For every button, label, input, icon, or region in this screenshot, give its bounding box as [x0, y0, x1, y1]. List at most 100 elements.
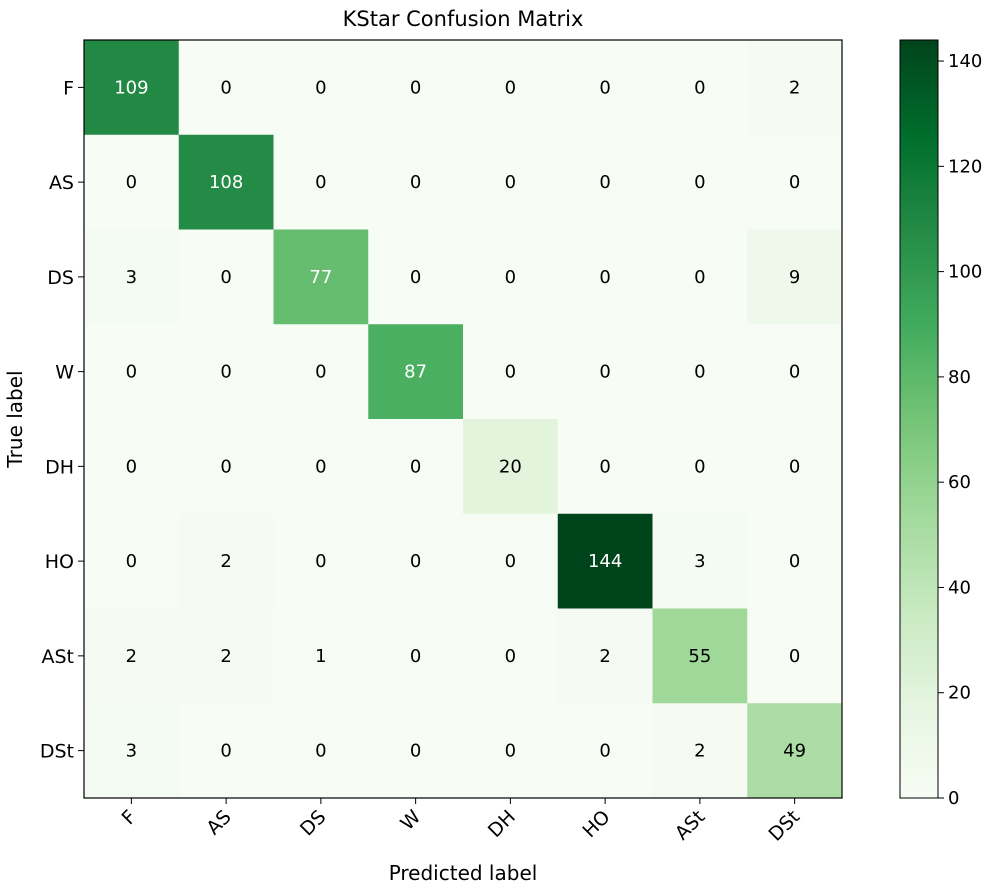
- cell-value: 0: [315, 741, 326, 762]
- heatmap-cell: [84, 229, 180, 325]
- heatmap-cell: [652, 608, 748, 704]
- heatmap-cell: [652, 419, 748, 515]
- cell-value: 108: [209, 172, 243, 193]
- heatmap-cell: [84, 40, 180, 136]
- colorbar-tick-label: 100: [948, 262, 982, 283]
- cell-value: 0: [410, 172, 421, 193]
- x-tick-label: ASt: [671, 806, 710, 845]
- cell-value: 0: [505, 267, 516, 288]
- heatmap-cell: [652, 134, 748, 230]
- colorbar-tick-label: 120: [948, 156, 982, 177]
- cell-value: 2: [599, 646, 610, 667]
- cell-value: 0: [410, 551, 421, 572]
- cell-value: 0: [599, 172, 610, 193]
- heatmap-cell: [178, 513, 274, 609]
- cell-value: 0: [126, 551, 137, 572]
- heatmap-cell: [273, 513, 369, 609]
- colorbar-tick-label: 40: [948, 577, 971, 598]
- cell-value: 0: [789, 362, 800, 383]
- heatmap-cell: [368, 419, 464, 515]
- heatmap-cell: [463, 40, 559, 136]
- heatmap-cell: [368, 513, 464, 609]
- cell-value: 0: [694, 77, 705, 98]
- cell-value: 0: [315, 77, 326, 98]
- heatmap-cell: [178, 419, 274, 515]
- heatmap-cell: [273, 134, 369, 230]
- heatmap-cell: [463, 324, 559, 420]
- cell-value: 3: [126, 741, 137, 762]
- cell-value: 0: [410, 267, 421, 288]
- heatmap-cell: [273, 419, 369, 515]
- cell-value: 0: [694, 456, 705, 477]
- heatmap-cell: [747, 40, 843, 136]
- x-tick-label: W: [396, 806, 425, 835]
- x-tick-label: F: [118, 806, 141, 829]
- heatmap-cell: [463, 134, 559, 230]
- heatmap-cell: [368, 703, 464, 799]
- colorbar-tick-label: 20: [948, 683, 971, 704]
- heatmap-cell: [463, 513, 559, 609]
- heatmap-cell: [463, 703, 559, 799]
- cell-value: 0: [315, 362, 326, 383]
- heatmap-cell: [652, 513, 748, 609]
- heatmap-grid: 109 0 0 0 0 0 0 20 108 0 0 0 0 0 03 0 77 0 0 0 0 90 0 0 87 0 0 0 00 0…: [84, 40, 843, 799]
- heatmap-cell: [557, 419, 653, 515]
- heatmap-cell: [747, 419, 843, 515]
- y-axis-ticks: F AS DS W DH HO ASt DSt: [40, 77, 84, 763]
- cell-value: 0: [410, 646, 421, 667]
- x-tick-label: HO: [578, 806, 614, 842]
- cell-value: 3: [694, 551, 705, 572]
- cell-value: 49: [783, 741, 806, 762]
- cell-value: 0: [789, 172, 800, 193]
- heatmap-cell: [273, 40, 369, 136]
- heatmap-cell: [557, 134, 653, 230]
- cell-value: 144: [588, 551, 622, 572]
- heatmap-cell: [368, 229, 464, 325]
- cell-value: 0: [220, 741, 231, 762]
- y-tick-label: DSt: [40, 741, 74, 763]
- cell-value: 2: [220, 646, 231, 667]
- x-tick-label: AS: [202, 806, 235, 839]
- x-tick-label: DSt: [764, 806, 804, 846]
- cell-value: 0: [126, 456, 137, 477]
- cell-value: 0: [126, 362, 137, 383]
- heatmap-cell: [273, 229, 369, 325]
- heatmap-cell: [368, 134, 464, 230]
- y-tick-label: HO: [45, 551, 74, 573]
- colorbar-tick-label: 60: [948, 472, 971, 493]
- heatmap-cell: [652, 324, 748, 420]
- cell-value: 3: [126, 267, 137, 288]
- y-axis-label: True label: [3, 370, 27, 468]
- heatmap-cell: [747, 608, 843, 704]
- cell-value: 1: [315, 646, 326, 667]
- cell-value: 87: [404, 362, 427, 383]
- cell-value: 2: [789, 77, 800, 98]
- cell-value: 0: [789, 456, 800, 477]
- y-tick-label: AS: [49, 172, 74, 194]
- cell-value: 0: [410, 77, 421, 98]
- cell-value: 0: [220, 77, 231, 98]
- cell-value: 0: [410, 456, 421, 477]
- cell-value: 2: [220, 551, 231, 572]
- heatmap-cell: [747, 134, 843, 230]
- cell-value: 0: [694, 172, 705, 193]
- cell-value: 0: [789, 646, 800, 667]
- colorbar-ticks: 0 20 40 60 80 100 120 140: [938, 51, 982, 809]
- heatmap-cell: [368, 324, 464, 420]
- y-tick-label: F: [63, 77, 74, 99]
- cell-value: 0: [220, 362, 231, 383]
- colorbar: [899, 39, 939, 799]
- cell-value: 20: [499, 456, 522, 477]
- heatmap-cell: [273, 703, 369, 799]
- heatmap-cell: [368, 608, 464, 704]
- cell-value: 0: [505, 741, 516, 762]
- heatmap-cell: [84, 703, 180, 799]
- plot-frame: [83, 39, 843, 799]
- heatmap-cell: [557, 703, 653, 799]
- heatmap-cell: [557, 40, 653, 136]
- heatmap-cell: [178, 134, 274, 230]
- cell-value: 9: [789, 267, 800, 288]
- y-tick-label: W: [55, 362, 74, 384]
- y-tick-label: ASt: [41, 646, 74, 668]
